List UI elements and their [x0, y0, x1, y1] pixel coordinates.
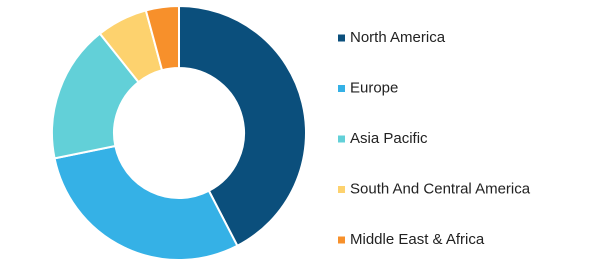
legend-swatch: [338, 34, 345, 42]
legend-label: Europe: [350, 79, 398, 96]
legend-label: Asia Pacific: [350, 130, 428, 147]
donut-slice: [178, 4, 307, 248]
legend-swatch: [338, 236, 345, 244]
legend-swatch: [338, 186, 345, 193]
legend-swatch: [338, 85, 345, 92]
legend-swatch: [338, 135, 345, 143]
legend-label: Middle East & Africa: [350, 231, 485, 248]
legend-label: South And Central America: [350, 180, 531, 197]
legend-label: North America: [350, 29, 446, 46]
donut-slice: [53, 144, 239, 261]
donut-slice: [144, 4, 180, 72]
